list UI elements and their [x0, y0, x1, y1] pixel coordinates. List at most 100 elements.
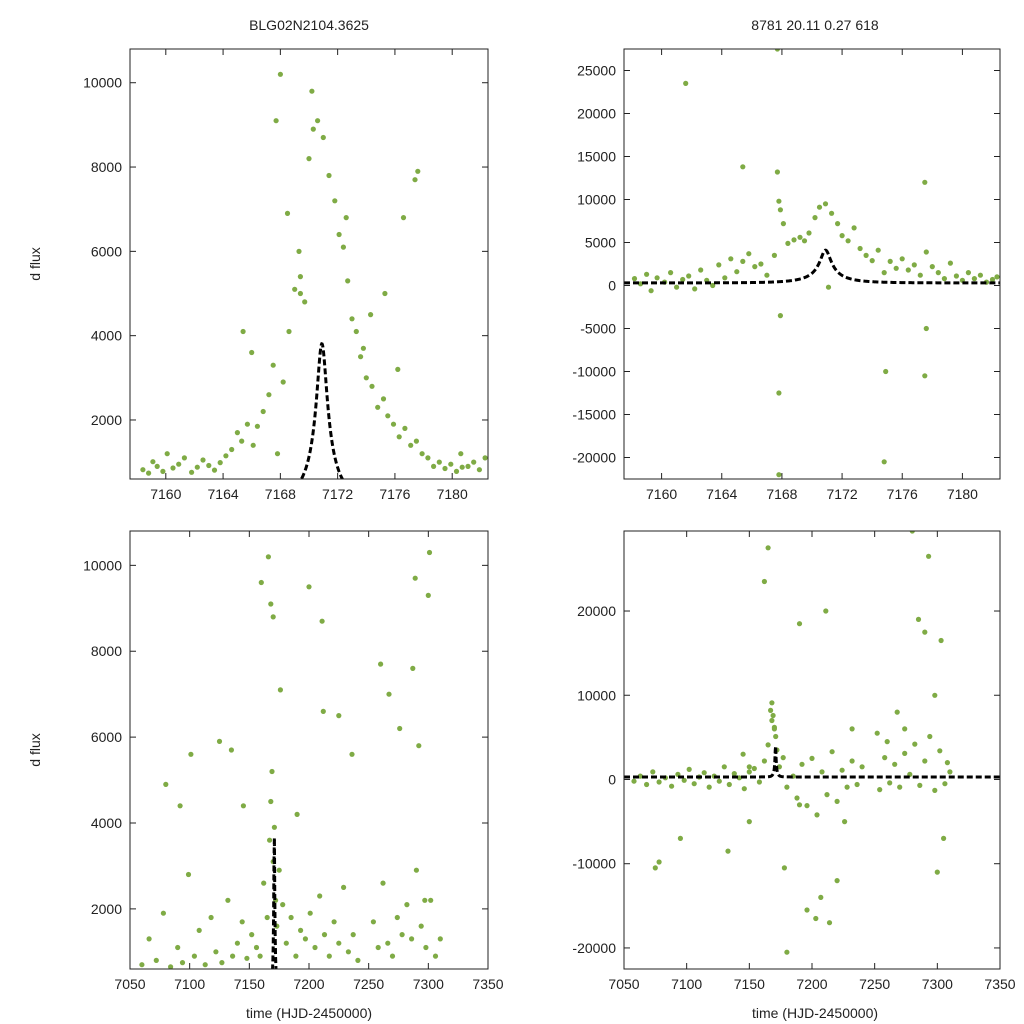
data-point [740, 751, 746, 757]
data-point [894, 709, 900, 715]
data-point [146, 470, 152, 476]
data-point [829, 210, 835, 216]
data-point [397, 725, 403, 732]
data-point [265, 554, 271, 560]
data-point [234, 940, 240, 946]
data-point [408, 442, 414, 448]
data-point [989, 276, 996, 283]
data-point [797, 234, 803, 240]
data-point [923, 325, 929, 332]
data-point [935, 270, 941, 276]
data-point [385, 940, 391, 946]
data-point [389, 953, 396, 959]
data-point [280, 902, 286, 908]
y-tick-label: -20000 [572, 450, 616, 466]
data-point [249, 349, 255, 356]
data-point [432, 953, 439, 959]
y-tick-label: 0 [608, 771, 616, 787]
x-tick-label: 7172 [827, 486, 858, 502]
panel-bottom-right: 7050 7100 7150 7200 7250 7300 7350 -20000 -10000… [572, 530, 1016, 992]
data-point [160, 468, 166, 474]
data-point [234, 430, 240, 436]
data-point [897, 784, 903, 790]
data-point [686, 273, 692, 279]
data-point [905, 267, 911, 273]
data-point [326, 953, 332, 959]
data-point [317, 893, 323, 899]
data-point [884, 739, 890, 745]
y-tick-label: 6000 [91, 729, 122, 745]
data-point [785, 240, 791, 246]
y-tick-label: 20000 [577, 106, 616, 122]
data-point [764, 272, 770, 278]
x-tick-label: 7164 [706, 486, 737, 502]
data-point [260, 408, 266, 415]
data-point [791, 237, 797, 243]
data-point [899, 256, 905, 262]
plot-frame [623, 48, 1001, 480]
data-point [250, 442, 256, 448]
x-tick-label: 7180 [437, 486, 468, 502]
x-tick-label: 7100 [174, 976, 205, 992]
data-point [458, 451, 464, 457]
data-point [776, 390, 782, 396]
data-point [801, 238, 808, 244]
data-point [947, 260, 954, 266]
data-point [740, 258, 746, 264]
data-point [656, 859, 662, 865]
data-point [422, 897, 428, 903]
data-point [370, 919, 376, 925]
data-point [882, 755, 888, 761]
data-point [765, 742, 771, 748]
data-point [223, 453, 229, 459]
data-point [160, 910, 166, 916]
data-point [229, 446, 235, 453]
x-tick-label: 7200 [796, 976, 827, 992]
data-point [482, 455, 488, 461]
data-point [770, 712, 776, 719]
data-point [911, 262, 917, 268]
data-point [283, 940, 289, 946]
data-point [425, 592, 431, 599]
y-tick-label: -15000 [572, 407, 616, 423]
data-point [656, 779, 662, 785]
data-point [284, 210, 291, 216]
data-point [404, 902, 410, 908]
x-tick-label: 7050 [608, 976, 639, 992]
data-point [297, 290, 303, 297]
data-point [773, 733, 779, 740]
data-point [211, 467, 218, 473]
data-point [740, 164, 746, 170]
data-point [154, 463, 160, 469]
y-tick-label: 20000 [577, 603, 616, 619]
data-point [164, 451, 170, 457]
data-point [922, 179, 928, 185]
x-tick-label: 7164 [208, 486, 239, 502]
data-point [476, 467, 482, 473]
x-tick-label: 7172 [322, 486, 353, 502]
data-point [731, 771, 737, 777]
data-point [780, 221, 787, 227]
data-point [644, 271, 650, 277]
x-tick-label: 7100 [671, 976, 702, 992]
data-point [761, 578, 768, 585]
y-tick-label: 0 [608, 278, 616, 294]
x-tick-label: 7250 [859, 976, 890, 992]
data-point [465, 463, 471, 469]
data-point [680, 276, 686, 283]
data-point [926, 553, 932, 559]
data-point [941, 835, 947, 842]
data-point [912, 741, 918, 747]
data-point [230, 953, 236, 959]
data-point [887, 258, 893, 264]
data-point [380, 396, 387, 402]
model-curve [624, 248, 1000, 285]
model-curve [271, 837, 278, 969]
y-axis-label-bottom: d flux [27, 733, 43, 766]
data-point [842, 819, 848, 825]
data-point [213, 949, 219, 955]
data-point [189, 469, 195, 475]
data-point [254, 423, 260, 429]
data-point [399, 932, 405, 938]
data-point [436, 459, 442, 465]
